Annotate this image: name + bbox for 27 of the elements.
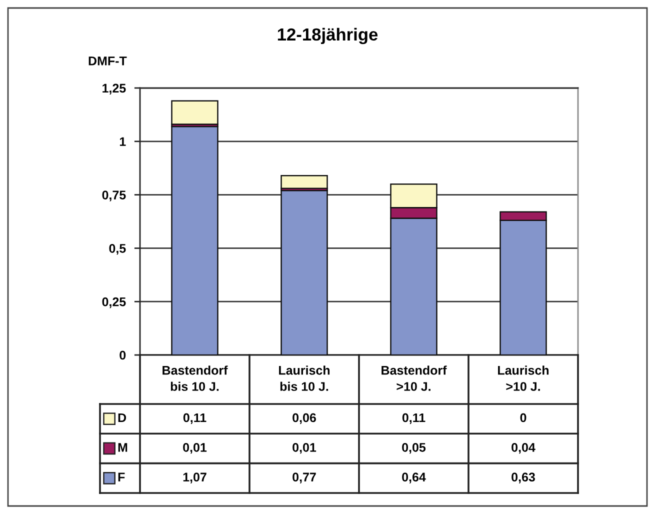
x-tick-label: Laurisch bis 10 J. [279, 366, 330, 391]
data-label: 0,01 [292, 442, 316, 454]
data-label: 0,04 [512, 442, 536, 454]
y-axis-title: DMF-T [88, 56, 127, 66]
data-label: 0,01 [183, 442, 207, 454]
data-label: 1,07 [183, 472, 206, 484]
y-tick-label: 0,25 [102, 297, 126, 308]
x-tick-label: Bastendorf >10 J. [382, 366, 447, 391]
data-label: 0,77 [292, 472, 316, 484]
y-tick-label: 1,25 [102, 84, 126, 94]
y-tick-label: 0,5 [109, 244, 126, 255]
y-tick-label: 0 [120, 350, 126, 360]
data-label: 0,05 [402, 442, 426, 454]
x-tick-label: Laurisch >10 J. [498, 366, 549, 391]
data-label: 0,11 [402, 413, 426, 424]
chart-title: 12-18jährige [278, 28, 378, 44]
data-label: 0,63 [512, 472, 535, 484]
y-tick-label: 0,75 [102, 190, 126, 202]
data-label: 0,64 [402, 472, 426, 484]
legend-label: M [118, 443, 128, 452]
legend-label: D [118, 413, 126, 422]
data-label: 0 [520, 413, 526, 422]
y-tick-label: 1 [120, 137, 126, 146]
x-tick-label: Bastendorf bis 10 J. [162, 366, 228, 391]
data-label: 0,11 [183, 413, 206, 424]
data-label: 0,06 [292, 413, 316, 424]
legend-label: F [118, 472, 125, 482]
